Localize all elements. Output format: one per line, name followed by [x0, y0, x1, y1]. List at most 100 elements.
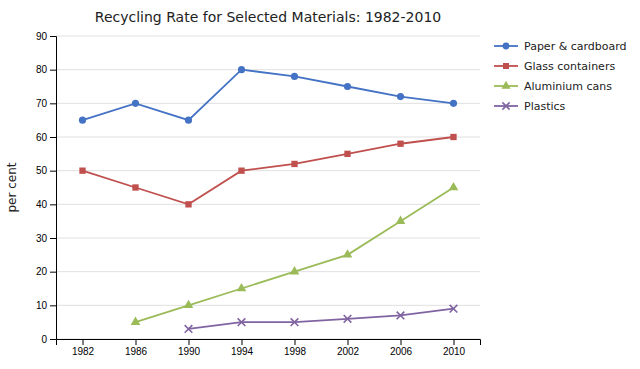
y-tick: 50 — [36, 165, 56, 176]
grid-line — [56, 305, 480, 306]
x-tick-mark — [83, 339, 84, 345]
point — [291, 161, 297, 167]
point — [132, 184, 138, 190]
y-tick-mark — [50, 272, 56, 273]
legend-label: Aluminium cans — [524, 80, 612, 93]
point — [291, 73, 298, 80]
point — [238, 66, 245, 73]
y-tick-label: 40 — [36, 199, 48, 210]
point — [397, 312, 405, 320]
y-tick-label: 80 — [36, 64, 48, 75]
x-tick-mark — [189, 339, 190, 345]
point — [238, 168, 244, 174]
x-tick: 1994 — [231, 339, 254, 357]
x-tick: 1986 — [125, 339, 148, 357]
y-tick-label: 70 — [36, 98, 48, 109]
y-grid — [56, 36, 480, 339]
y-tick: 40 — [36, 199, 56, 210]
series-line — [83, 137, 454, 204]
x-tick-label: 2010 — [443, 346, 466, 357]
point — [344, 315, 352, 323]
y-tick-mark — [50, 36, 56, 37]
point — [291, 318, 299, 326]
legend-symbol — [502, 102, 509, 109]
grid-line — [56, 69, 480, 70]
grid-line — [56, 271, 480, 272]
point — [344, 151, 350, 157]
point — [397, 93, 404, 100]
point — [450, 305, 458, 313]
y-tick-label: 10 — [36, 300, 48, 311]
legend-label: Glass containers — [524, 60, 615, 73]
point — [184, 300, 194, 308]
y-tick: 30 — [36, 233, 56, 244]
y-tick-mark — [50, 70, 56, 71]
x-tick-mark — [348, 339, 349, 345]
x-tick-label: 1986 — [125, 346, 148, 357]
point — [396, 216, 406, 224]
y-tick: 80 — [36, 64, 56, 75]
legend-symbol — [501, 81, 510, 89]
point — [449, 182, 459, 190]
point — [131, 317, 141, 325]
legend: Paper & cardboard Glass containers Alumini… — [494, 40, 627, 113]
y-tick: 10 — [36, 300, 56, 311]
y-tick: 90 — [36, 31, 56, 42]
plot-area: 1982198619901994199820022006201001020304… — [36, 31, 481, 357]
point — [397, 141, 403, 147]
point — [450, 100, 457, 107]
point — [237, 283, 247, 291]
point — [185, 325, 193, 333]
y-tick: 0 — [41, 334, 56, 345]
x-tick-label: 2002 — [337, 346, 360, 357]
grid-line — [56, 204, 480, 205]
grid-line — [56, 238, 480, 239]
y-tick-mark — [50, 137, 56, 138]
y-tick: 60 — [36, 132, 56, 143]
series — [79, 66, 457, 124]
y-tick-mark — [50, 171, 56, 172]
x-axis: 19821986199019941998200220062010 — [57, 339, 481, 357]
legend-symbol — [503, 63, 509, 69]
x-tick-mark — [295, 339, 296, 345]
point — [290, 266, 300, 274]
y-axis-title: per cent — [5, 162, 19, 212]
x-tick-label: 1990 — [178, 346, 201, 357]
point — [79, 117, 86, 124]
y-tick-mark — [50, 339, 56, 340]
series-line — [83, 70, 454, 121]
x-tick: 1998 — [284, 339, 307, 357]
x-tick: 2010 — [443, 339, 466, 357]
grid-line — [56, 137, 480, 138]
y-tick-label: 60 — [36, 132, 48, 143]
legend-entry: Aluminium cans — [494, 80, 612, 93]
x-tick-mark — [242, 339, 243, 345]
point — [450, 134, 456, 140]
legend-symbol — [503, 43, 510, 50]
chart: 1982198619901994199820022006201001020304… — [0, 0, 640, 369]
x-tick-label: 2006 — [390, 346, 413, 357]
point — [343, 249, 353, 257]
point — [238, 318, 246, 326]
y-axis: 0 10 20 30 40 50 60 70 80 90 — [36, 31, 57, 345]
grid-line — [56, 170, 480, 171]
grid-line — [56, 36, 480, 37]
y-tick-mark — [50, 103, 56, 104]
series — [185, 305, 458, 333]
legend-entry: Glass containers — [494, 60, 615, 73]
y-tick: 70 — [36, 98, 56, 109]
x-axis-line — [57, 340, 481, 346]
point — [185, 201, 191, 207]
legend-label: Plastics — [524, 100, 566, 113]
y-tick-mark — [50, 204, 56, 205]
x-tick-label: 1998 — [284, 346, 307, 357]
y-tick-label: 50 — [36, 165, 48, 176]
title: Recycling Rate for Selected Materials: 1… — [95, 9, 441, 25]
legend-entry: Paper & cardboard — [494, 40, 627, 53]
grid-line — [56, 103, 480, 104]
series — [79, 134, 456, 208]
y-tick-label: 20 — [36, 266, 48, 277]
x-tick-mark — [454, 339, 455, 345]
series-line — [189, 309, 454, 329]
point — [132, 100, 139, 107]
